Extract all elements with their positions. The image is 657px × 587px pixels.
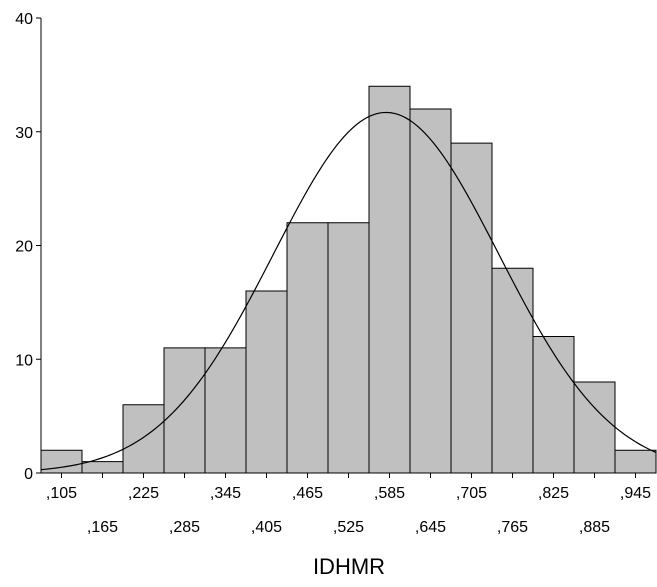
histogram-bar: [409, 108, 452, 474]
y-tick-label: 10: [15, 352, 33, 369]
y-ticks-group: 0 10 20 30 40: [15, 11, 41, 483]
x-tick-label: ,945: [620, 485, 651, 502]
x-tick-label: ,885: [579, 519, 610, 536]
y-tick-label: 30: [15, 125, 33, 142]
x-tick-label: ,285: [169, 519, 200, 536]
histogram-bar: [450, 142, 493, 474]
histogram-bar: [491, 267, 534, 474]
x-tick-label: ,105: [46, 485, 77, 502]
x-tick-label: ,525: [333, 519, 364, 536]
histogram-bar: [245, 290, 288, 474]
histogram-bar: [204, 347, 247, 474]
x-tick-label: ,645: [415, 519, 446, 536]
histogram-bar: [163, 347, 206, 474]
x-tick-label: ,765: [497, 519, 528, 536]
x-tick-label: ,225: [128, 485, 159, 502]
histogram-bar: [573, 381, 616, 474]
x-tick-label: ,705: [456, 485, 487, 502]
x-tick-label: ,465: [292, 485, 323, 502]
histogram-bar: [81, 461, 124, 474]
x-tick-label: ,345: [210, 485, 241, 502]
histogram-bar: [368, 85, 411, 474]
y-tick-label: 0: [24, 466, 33, 483]
x-tick-label: ,825: [538, 485, 569, 502]
y-tick-label: 40: [15, 11, 33, 28]
x-tick-label: ,585: [374, 485, 405, 502]
x-axis-title: IDHMR: [313, 554, 385, 579]
x-tick-label: ,165: [87, 519, 118, 536]
histogram-bar: [614, 449, 657, 474]
histogram-bar: [327, 222, 370, 474]
x-ticks-group: ,105 ,165 ,225 ,285 ,345 ,405 ,465 ,525 ,585 ,645…: [46, 473, 651, 536]
y-tick-label: 20: [15, 239, 33, 256]
normal-curve: [40, 111, 657, 471]
bars-group: [40, 85, 657, 474]
histogram-bar: [122, 404, 165, 474]
histogram-bar: [286, 222, 329, 474]
histogram-bar: [532, 336, 575, 474]
x-tick-label: ,405: [251, 519, 282, 536]
